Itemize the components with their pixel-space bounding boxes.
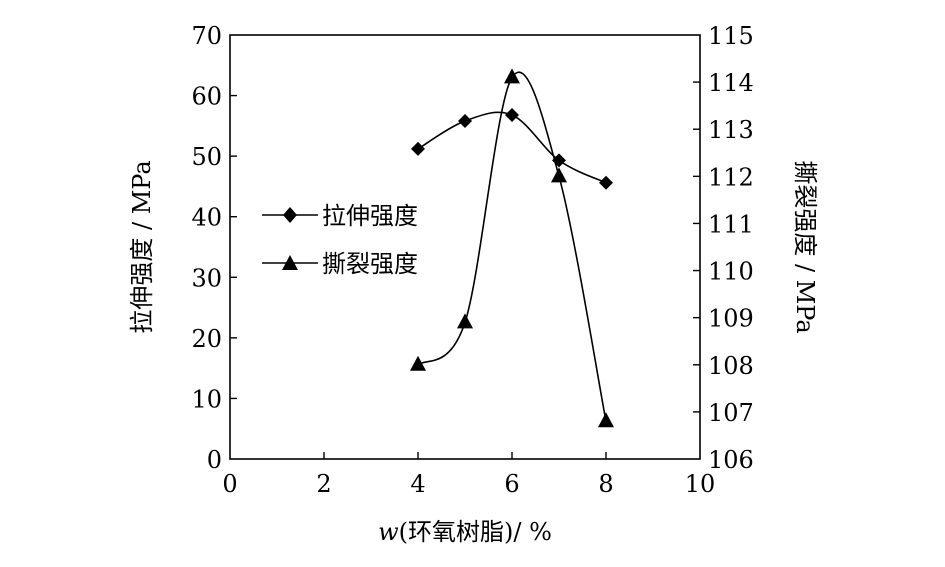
plot-axes	[229, 34, 701, 460]
x-axis-title: w(环氧树脂)/ %	[378, 518, 552, 546]
y-axis-left-title: 拉伸强度 / MPa	[128, 160, 156, 333]
plot-frame	[229, 34, 701, 460]
x-tick-label: 8	[598, 470, 613, 498]
y-right-tick-label: 109	[708, 305, 754, 333]
y-left-tick-label: 50	[191, 143, 222, 171]
legend-marker-diamond	[283, 207, 297, 223]
y-left-tick-label: 10	[191, 385, 222, 413]
diamond-marker	[505, 107, 519, 122]
y-left-tick-label: 0	[207, 446, 222, 474]
diamond-marker	[411, 141, 425, 156]
y-left-tick-label: 70	[191, 22, 222, 50]
y-right-tick-label: 115	[708, 22, 754, 50]
y-left-tick-label: 30	[191, 264, 222, 292]
x-tick-label: 4	[410, 470, 425, 498]
y-right-tick-label: 111	[708, 210, 754, 238]
x-tick-label: 6	[504, 470, 519, 498]
legend-label-tensile: 拉伸强度	[322, 202, 418, 230]
y-right-tick-label: 108	[708, 352, 754, 380]
x-tick-label: 0	[222, 470, 237, 498]
y-right-tick-label: 113	[708, 116, 754, 144]
series-line-1	[417, 111, 607, 184]
diamond-marker	[552, 153, 566, 168]
y-left-tick-label: 40	[191, 204, 222, 232]
y-right-tick-label: 114	[708, 69, 754, 97]
triangle-marker	[410, 355, 426, 371]
y-right-tick-label: 106	[708, 446, 754, 474]
legend-marker-triangle	[282, 255, 298, 270]
x-axis-title-rest: (环氧树脂)/ %	[399, 518, 552, 546]
series-line-2	[417, 71, 607, 422]
diamond-marker	[599, 175, 613, 190]
y-left-tick-label: 20	[191, 325, 222, 353]
series-curves	[417, 71, 607, 422]
x-axis-variable: w	[378, 518, 399, 546]
legend-label-tear: 撕裂强度	[322, 250, 418, 278]
triangle-marker	[551, 167, 567, 183]
triangle-marker	[504, 68, 520, 84]
triangle-marker	[457, 313, 473, 329]
axis-ticks: 0 2 4 6 8 10 0 10 20 30 40 50 60 70 106 107 108 109 110 111…	[191, 22, 753, 498]
legend: 拉伸强度 撕裂强度	[262, 202, 418, 278]
y-right-tick-label: 110	[708, 258, 754, 286]
x-tick-label: 2	[316, 470, 331, 498]
y-right-tick-label: 107	[708, 399, 754, 427]
x-tick-label: 10	[685, 470, 716, 498]
y-left-tick-label: 60	[191, 83, 222, 111]
y-axis-right-title: 撕裂强度 / MPa	[791, 160, 819, 333]
y-right-tick-label: 112	[708, 163, 754, 191]
series-markers	[410, 68, 614, 428]
triangle-marker	[598, 412, 614, 428]
diamond-marker	[458, 114, 472, 129]
